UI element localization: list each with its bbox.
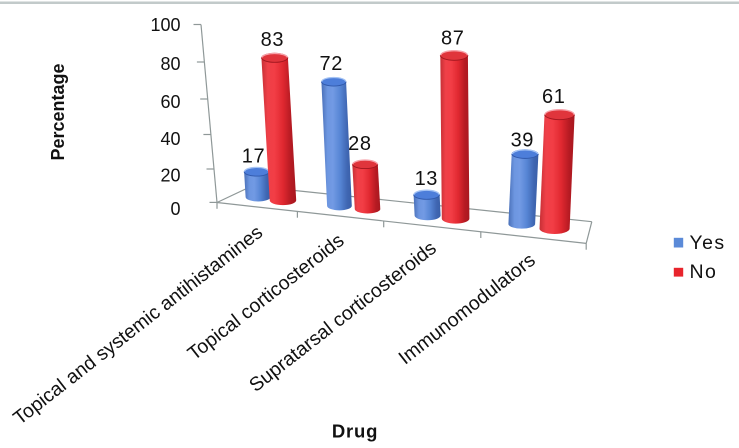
svg-text:20: 20 xyxy=(160,166,180,186)
svg-text:28: 28 xyxy=(348,133,371,155)
svg-text:40: 40 xyxy=(160,129,180,149)
svg-text:0: 0 xyxy=(170,199,180,219)
svg-text:13: 13 xyxy=(415,168,438,190)
svg-text:17: 17 xyxy=(242,146,265,168)
svg-text:72: 72 xyxy=(319,53,342,75)
svg-text:Yes: Yes xyxy=(690,232,726,254)
svg-text:Percentage: Percentage xyxy=(48,63,68,160)
svg-text:80: 80 xyxy=(160,54,180,74)
svg-text:83: 83 xyxy=(261,29,284,51)
svg-text:60: 60 xyxy=(160,92,180,112)
svg-text:Drug: Drug xyxy=(332,421,378,442)
svg-text:61: 61 xyxy=(542,86,565,108)
svg-text:No: No xyxy=(690,261,718,283)
svg-text:39: 39 xyxy=(511,130,534,152)
svg-text:87: 87 xyxy=(441,28,464,50)
svg-text:100: 100 xyxy=(150,15,180,35)
